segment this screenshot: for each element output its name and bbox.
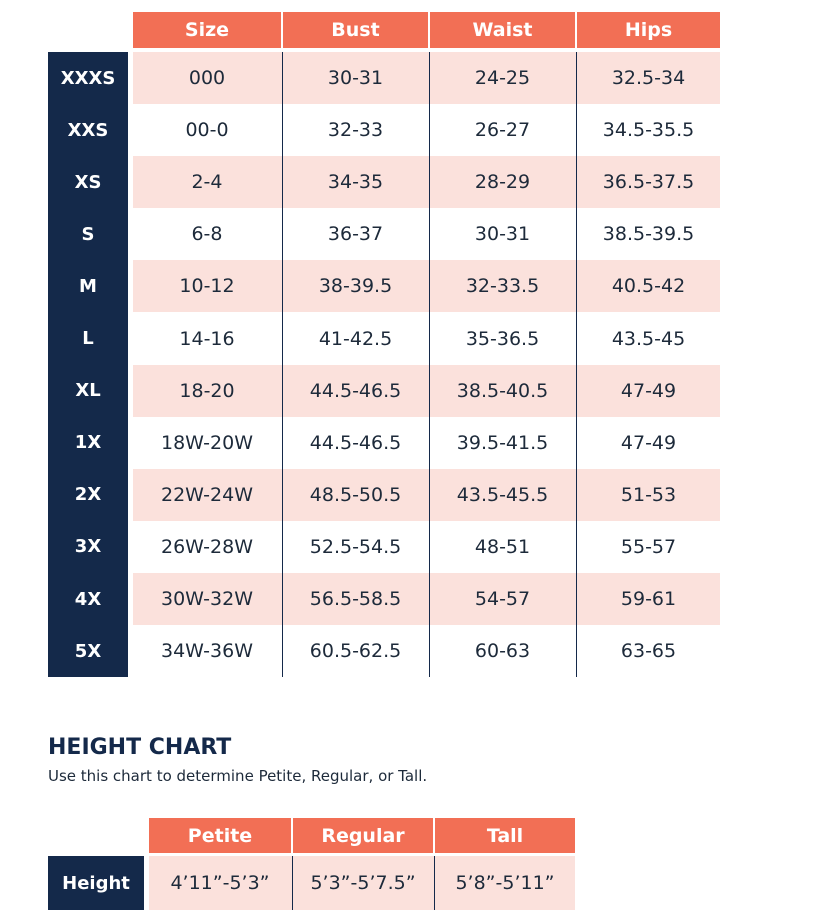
- cell: 40.5-42: [611, 275, 686, 298]
- cell: 51-53: [620, 483, 677, 506]
- cell: 34W-36W: [160, 640, 253, 663]
- cell: 38.5-40.5: [456, 379, 549, 402]
- cell: 32-33.5: [465, 275, 540, 298]
- cell: 30-31: [327, 67, 384, 90]
- cell: 32.5-34: [611, 67, 686, 90]
- column-divider: [433, 856, 435, 910]
- column-header: Waist: [430, 12, 575, 48]
- cell: 26W-28W: [160, 535, 253, 558]
- cell: 47-49: [620, 431, 677, 454]
- column-header: Tall: [435, 818, 575, 853]
- cell: 4’11”-5’3”: [170, 872, 270, 894]
- cell: 60-63: [474, 640, 531, 663]
- column-divider: [428, 52, 430, 678]
- cell: 47-49: [620, 379, 677, 402]
- cell: 56.5-58.5: [309, 588, 402, 611]
- cell: 22W-24W: [160, 483, 253, 506]
- height-subtitle: Use this chart to determine Petite, Regu…: [48, 767, 428, 785]
- cell: 43.5-45: [611, 327, 686, 350]
- row-label: 4X: [74, 588, 102, 610]
- cell: 6-8: [191, 223, 223, 246]
- row-band: [133, 260, 720, 313]
- cell: 5’8”-5’11”: [455, 872, 555, 894]
- cell: 32-33: [327, 119, 384, 142]
- cell: 18-20: [179, 379, 235, 402]
- row-label: 2X: [74, 484, 102, 506]
- cell: 26-27: [474, 119, 531, 142]
- cell: 30-31: [474, 223, 531, 246]
- cell: 30W-32W: [160, 588, 253, 611]
- row-band: [133, 573, 720, 626]
- cell: 28-29: [474, 171, 531, 194]
- column-divider: [291, 856, 293, 910]
- row-band: [133, 156, 720, 209]
- row-band: [149, 856, 575, 910]
- cell: 10-12: [179, 275, 235, 298]
- column-header: Bust: [283, 12, 428, 48]
- cell: 41-42.5: [318, 327, 393, 350]
- cell: 14-16: [179, 327, 235, 350]
- cell: 00-0: [185, 119, 229, 142]
- column-header: Hips: [577, 12, 720, 48]
- cell: 39.5-41.5: [456, 431, 549, 454]
- cell: 36.5-37.5: [602, 171, 695, 194]
- cell: 35-36.5: [465, 327, 540, 350]
- column-header: Regular: [293, 818, 433, 853]
- column-divider: [281, 52, 283, 678]
- cell: 24-25: [474, 67, 531, 90]
- cell: 55-57: [620, 535, 677, 558]
- column-header: Size: [133, 12, 281, 48]
- row-label: M: [79, 275, 97, 297]
- cell: 5’3”-5’7.5”: [310, 872, 416, 894]
- row-label: 3X: [74, 536, 102, 558]
- row-label: 1X: [74, 432, 102, 454]
- cell: 44.5-46.5: [309, 379, 402, 402]
- cell: 48.5-50.5: [309, 483, 402, 506]
- cell: 54-57: [474, 588, 531, 611]
- cell: 38-39.5: [318, 275, 393, 298]
- row-band: [133, 52, 720, 105]
- cell: 48-51: [474, 535, 531, 558]
- cell: 59-61: [620, 588, 677, 611]
- row-label: S: [81, 223, 95, 245]
- cell: 34.5-35.5: [602, 119, 695, 142]
- height-title: HEIGHT CHART: [48, 735, 232, 760]
- cell: 52.5-54.5: [309, 535, 402, 558]
- cell: 18W-20W: [160, 431, 253, 454]
- cell: 63-65: [620, 640, 677, 663]
- row-band: [133, 364, 720, 417]
- cell: 60.5-62.5: [309, 640, 402, 663]
- column-divider: [575, 52, 577, 678]
- cell: 000: [188, 67, 226, 90]
- row-label: XL: [75, 380, 101, 402]
- cell: 43.5-45.5: [456, 483, 549, 506]
- row-label: XXS: [67, 119, 109, 141]
- cell: 36-37: [327, 223, 384, 246]
- cell: 34-35: [327, 171, 384, 194]
- row-label: XS: [74, 171, 102, 193]
- row-band: [133, 468, 720, 521]
- column-header: Petite: [149, 818, 291, 853]
- cell: 2-4: [191, 171, 223, 194]
- cell: 38.5-39.5: [602, 223, 695, 246]
- row-label: XXXS: [60, 67, 116, 89]
- row-label: L: [82, 328, 94, 350]
- label-column: [48, 52, 128, 678]
- row-label: Height: [62, 872, 130, 894]
- row-label: 5X: [74, 640, 102, 662]
- cell: 44.5-46.5: [309, 431, 402, 454]
- label-column: [48, 856, 144, 910]
